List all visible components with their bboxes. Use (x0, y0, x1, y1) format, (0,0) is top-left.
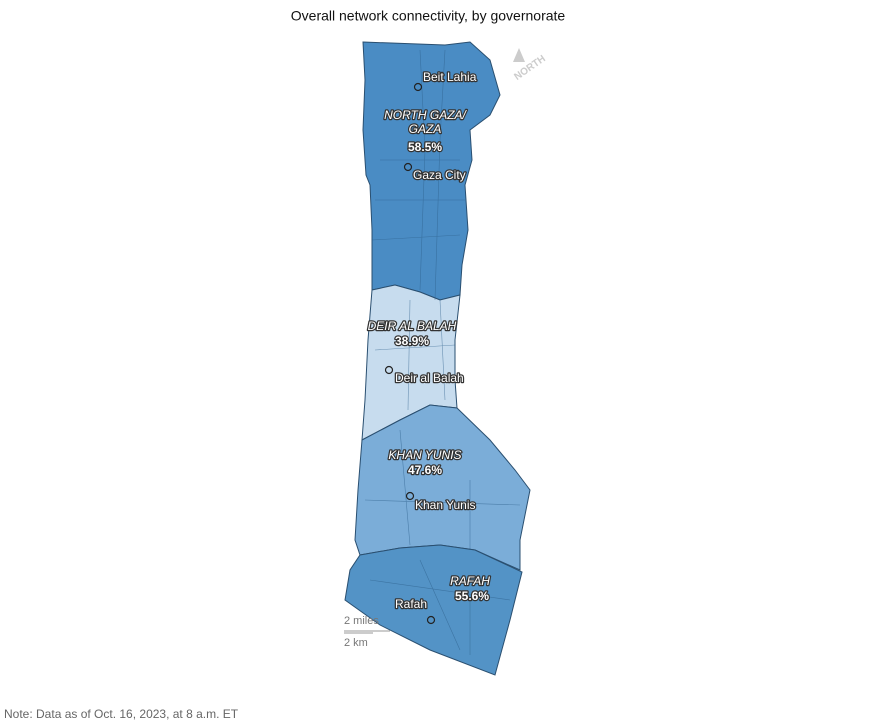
city-marker (413, 82, 423, 92)
region-value: 58.5% (408, 140, 442, 154)
city-label: Beit Lahia (423, 70, 477, 84)
compass: NORTH (512, 48, 548, 83)
region-name: GAZA (409, 122, 442, 136)
city-marker (405, 491, 415, 501)
region-value: 55.6% (455, 589, 489, 603)
region-value: 47.6% (408, 463, 442, 477)
city-label: Khan Yunis (415, 498, 476, 512)
region-name: DEIR AL BALAH (368, 319, 457, 333)
region-name: KHAN YUNIS (388, 448, 461, 462)
region-name: NORTH GAZA/ (384, 108, 467, 122)
region-name: RAFAH (450, 574, 490, 588)
compass-arrow (513, 48, 525, 62)
note: Note: Data as of Oct. 16, 2023, at 8 a.m… (4, 707, 239, 721)
scale-label: 2 miles (344, 615, 379, 627)
city-marker (384, 365, 394, 375)
city-label: Rafah (395, 597, 427, 611)
region-value: 38.9% (395, 334, 429, 348)
city-label: Gaza City (413, 168, 466, 182)
scale-label: 2 km (344, 637, 368, 649)
title: Overall network connectivity, by governo… (291, 8, 566, 24)
roads (364, 49, 521, 655)
region-deir-al-balah (361, 284, 461, 441)
region-rafah (344, 544, 523, 676)
city-marker (403, 162, 413, 172)
scale-bar: 2 miles 2 km (344, 615, 390, 649)
region-khan-yunis (354, 404, 531, 571)
city-marker (426, 615, 436, 625)
city-label: Deir al Balah (395, 371, 464, 385)
region-north-gaza (362, 41, 501, 301)
